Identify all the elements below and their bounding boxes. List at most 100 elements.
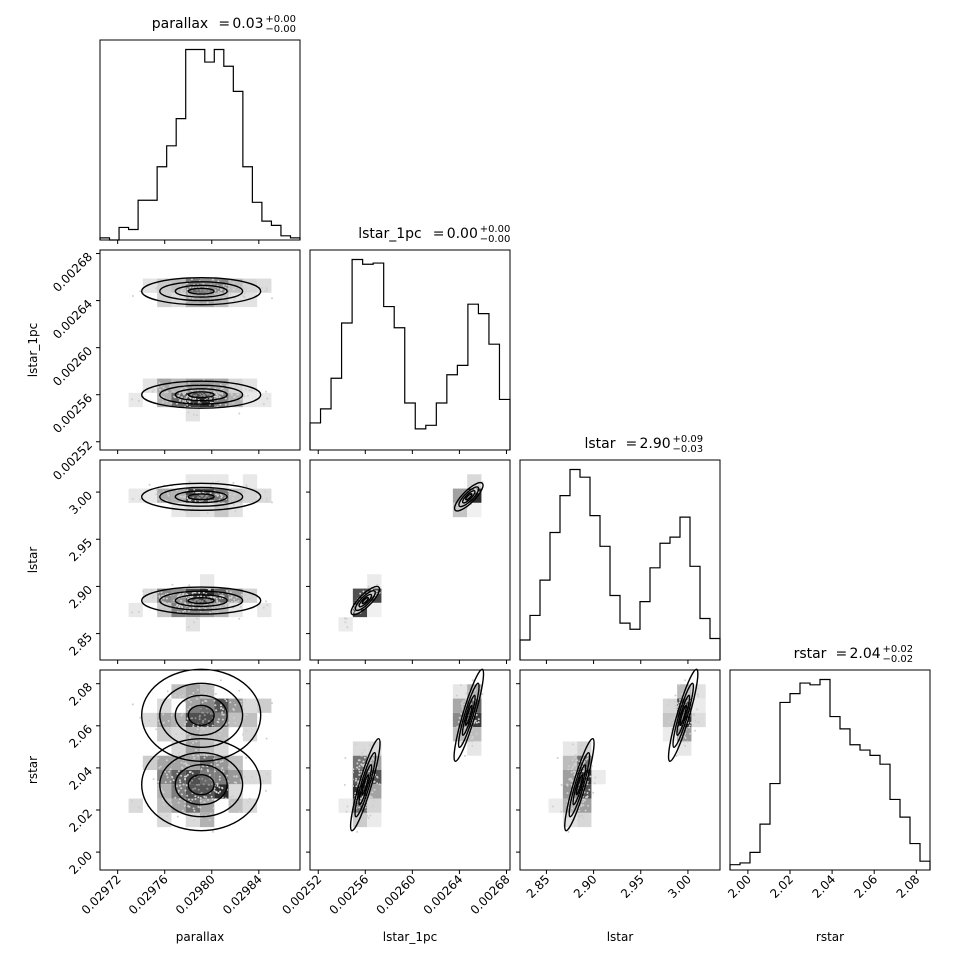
sample-point-parallax-vs-lstar_1pc xyxy=(162,386,165,389)
sample-point-lstar-vs-rstar xyxy=(567,815,570,818)
sample-point-parallax-vs-lstar xyxy=(209,499,212,502)
sample-point-parallax-vs-rstar xyxy=(167,720,170,722)
sample-point-parallax-vs-rstar xyxy=(214,770,216,773)
sample-point-parallax-vs-rstar xyxy=(243,714,246,717)
sample-point-parallax-vs-rstar xyxy=(165,759,168,762)
sample-point-lstar-vs-rstar xyxy=(566,783,569,786)
sample-point-parallax-vs-lstar xyxy=(184,609,186,612)
y-tick-label-rstar: 2.00 xyxy=(66,848,95,877)
sample-point-parallax-vs-rstar xyxy=(234,721,237,724)
sample-point-parallax-vs-rstar xyxy=(186,794,189,797)
sample-point-parallax-vs-rstar xyxy=(218,778,221,781)
sample-point-parallax-vs-lstar_1pc xyxy=(216,396,219,399)
sample-point-parallax-vs-lstar xyxy=(235,601,238,604)
sample-point-parallax-vs-lstar xyxy=(161,594,163,597)
sample-point-parallax-vs-lstar xyxy=(239,605,242,608)
sample-point-parallax-vs-lstar_1pc xyxy=(227,284,230,287)
sample-point-parallax-vs-rstar xyxy=(210,763,213,766)
sample-point-parallax-vs-lstar_1pc xyxy=(166,293,169,296)
sample-point-parallax-vs-lstar xyxy=(245,594,248,597)
sample-point-lstar-vs-rstar xyxy=(570,768,573,771)
x-tick-label-parallax: 0.02980 xyxy=(173,872,218,917)
sample-point-parallax-vs-lstar xyxy=(161,600,164,603)
sample-point-lstar_1pc-vs-rstar xyxy=(368,770,370,773)
contour-lstar_1pc-vs-rstar xyxy=(464,704,473,726)
sample-point-parallax-vs-rstar xyxy=(250,775,253,778)
sample-point-parallax-vs-rstar xyxy=(184,723,186,726)
sample-point-lstar_1pc-vs-rstar xyxy=(371,791,374,794)
sample-point-parallax-vs-rstar xyxy=(165,773,168,776)
sample-point-parallax-vs-rstar xyxy=(245,756,248,759)
sample-point-lstar_1pc-vs-rstar xyxy=(345,810,348,813)
sample-point-lstar_1pc-vs-lstar xyxy=(479,486,482,488)
sample-point-lstar_1pc-vs-lstar xyxy=(344,621,347,624)
sample-point-parallax-vs-lstar_1pc xyxy=(197,389,200,392)
sample-point-parallax-vs-lstar_1pc xyxy=(227,385,230,387)
density-cell-parallax-vs-lstar xyxy=(242,488,258,503)
y-axis-label-rstar: rstar xyxy=(26,756,40,784)
sample-point-parallax-vs-rstar xyxy=(189,706,192,708)
sample-point-parallax-vs-lstar_1pc xyxy=(157,386,160,389)
sample-point-parallax-vs-rstar xyxy=(218,786,221,789)
sample-point-lstar_1pc-vs-rstar xyxy=(470,732,472,735)
density-cell-parallax-vs-lstar xyxy=(242,474,258,489)
sample-point-parallax-vs-lstar_1pc xyxy=(222,296,224,299)
sample-point-parallax-vs-rstar xyxy=(218,733,221,736)
density-cell-lstar_1pc-vs-rstar xyxy=(367,812,382,828)
sample-point-parallax-vs-lstar_1pc xyxy=(265,289,268,292)
sample-point-parallax-vs-lstar_1pc xyxy=(219,392,222,395)
sample-point-parallax-vs-rstar xyxy=(246,800,249,803)
sample-point-parallax-vs-lstar_1pc xyxy=(265,287,268,290)
sample-point-parallax-vs-rstar xyxy=(265,704,268,707)
sample-point-parallax-vs-lstar xyxy=(261,497,263,500)
sample-point-parallax-vs-lstar_1pc xyxy=(178,392,181,395)
sample-point-parallax-vs-lstar xyxy=(160,591,163,594)
x-tick-label-lstar: 3.00 xyxy=(665,872,694,901)
sample-point-parallax-vs-rstar xyxy=(215,709,218,712)
sample-point-parallax-vs-rstar xyxy=(191,772,194,775)
sample-point-parallax-vs-lstar_1pc xyxy=(190,278,193,281)
sample-point-parallax-vs-rstar xyxy=(148,719,151,722)
sample-point-lstar-vs-rstar xyxy=(589,750,592,752)
sample-point-lstar-vs-rstar xyxy=(580,751,583,754)
sample-point-parallax-vs-rstar xyxy=(237,764,240,767)
x-tick-label-parallax: 0.02972 xyxy=(79,872,124,917)
sample-point-parallax-vs-lstar xyxy=(262,606,265,609)
sample-point-lstar-vs-rstar xyxy=(590,765,593,768)
sample-point-parallax-vs-rstar xyxy=(183,811,186,814)
sample-point-parallax-vs-rstar xyxy=(211,830,214,833)
sample-point-parallax-vs-lstar xyxy=(188,584,191,587)
sample-point-parallax-vs-rstar xyxy=(195,740,198,743)
sample-point-parallax-vs-rstar xyxy=(182,809,184,812)
sample-point-lstar-vs-rstar xyxy=(579,749,582,752)
sample-point-parallax-vs-lstar xyxy=(233,598,236,601)
sample-point-parallax-vs-lstar_1pc xyxy=(206,301,209,304)
sample-point-lstar_1pc-vs-rstar xyxy=(351,778,354,781)
sample-point-parallax-vs-lstar xyxy=(229,591,232,594)
sample-point-lstar-vs-rstar xyxy=(679,698,681,701)
sample-point-lstar_1pc-vs-rstar xyxy=(475,721,478,724)
sample-point-lstar-vs-rstar xyxy=(551,805,554,808)
contour-parallax-vs-lstar xyxy=(174,490,228,504)
sample-point-parallax-vs-lstar xyxy=(182,610,185,613)
sample-point-parallax-vs-lstar_1pc xyxy=(213,390,216,393)
sample-point-lstar-vs-rstar xyxy=(560,810,563,813)
sample-point-parallax-vs-rstar xyxy=(183,804,186,807)
sample-point-parallax-vs-rstar xyxy=(179,695,181,698)
sample-point-lstar_1pc-vs-rstar xyxy=(366,804,368,807)
sample-point-lstar_1pc-vs-rstar xyxy=(470,737,473,740)
sample-point-parallax-vs-lstar xyxy=(240,593,243,596)
sample-point-lstar-vs-rstar xyxy=(573,773,576,776)
density-cell-parallax-vs-rstar xyxy=(242,712,258,728)
sample-point-lstar-vs-rstar xyxy=(689,732,691,735)
sample-point-parallax-vs-lstar xyxy=(198,607,201,610)
sample-point-parallax-vs-lstar_1pc xyxy=(184,392,186,395)
sample-point-parallax-vs-rstar xyxy=(201,701,204,704)
sample-point-lstar-vs-rstar xyxy=(693,712,696,715)
sample-point-lstar-vs-rstar xyxy=(666,725,669,728)
title-median-lstar_1pc: 0.00 xyxy=(447,226,478,242)
sample-point-parallax-vs-rstar xyxy=(243,775,246,778)
sample-point-parallax-vs-lstar xyxy=(155,493,158,496)
sample-point-parallax-vs-rstar xyxy=(219,707,222,710)
sample-point-lstar_1pc-vs-rstar xyxy=(369,814,372,817)
